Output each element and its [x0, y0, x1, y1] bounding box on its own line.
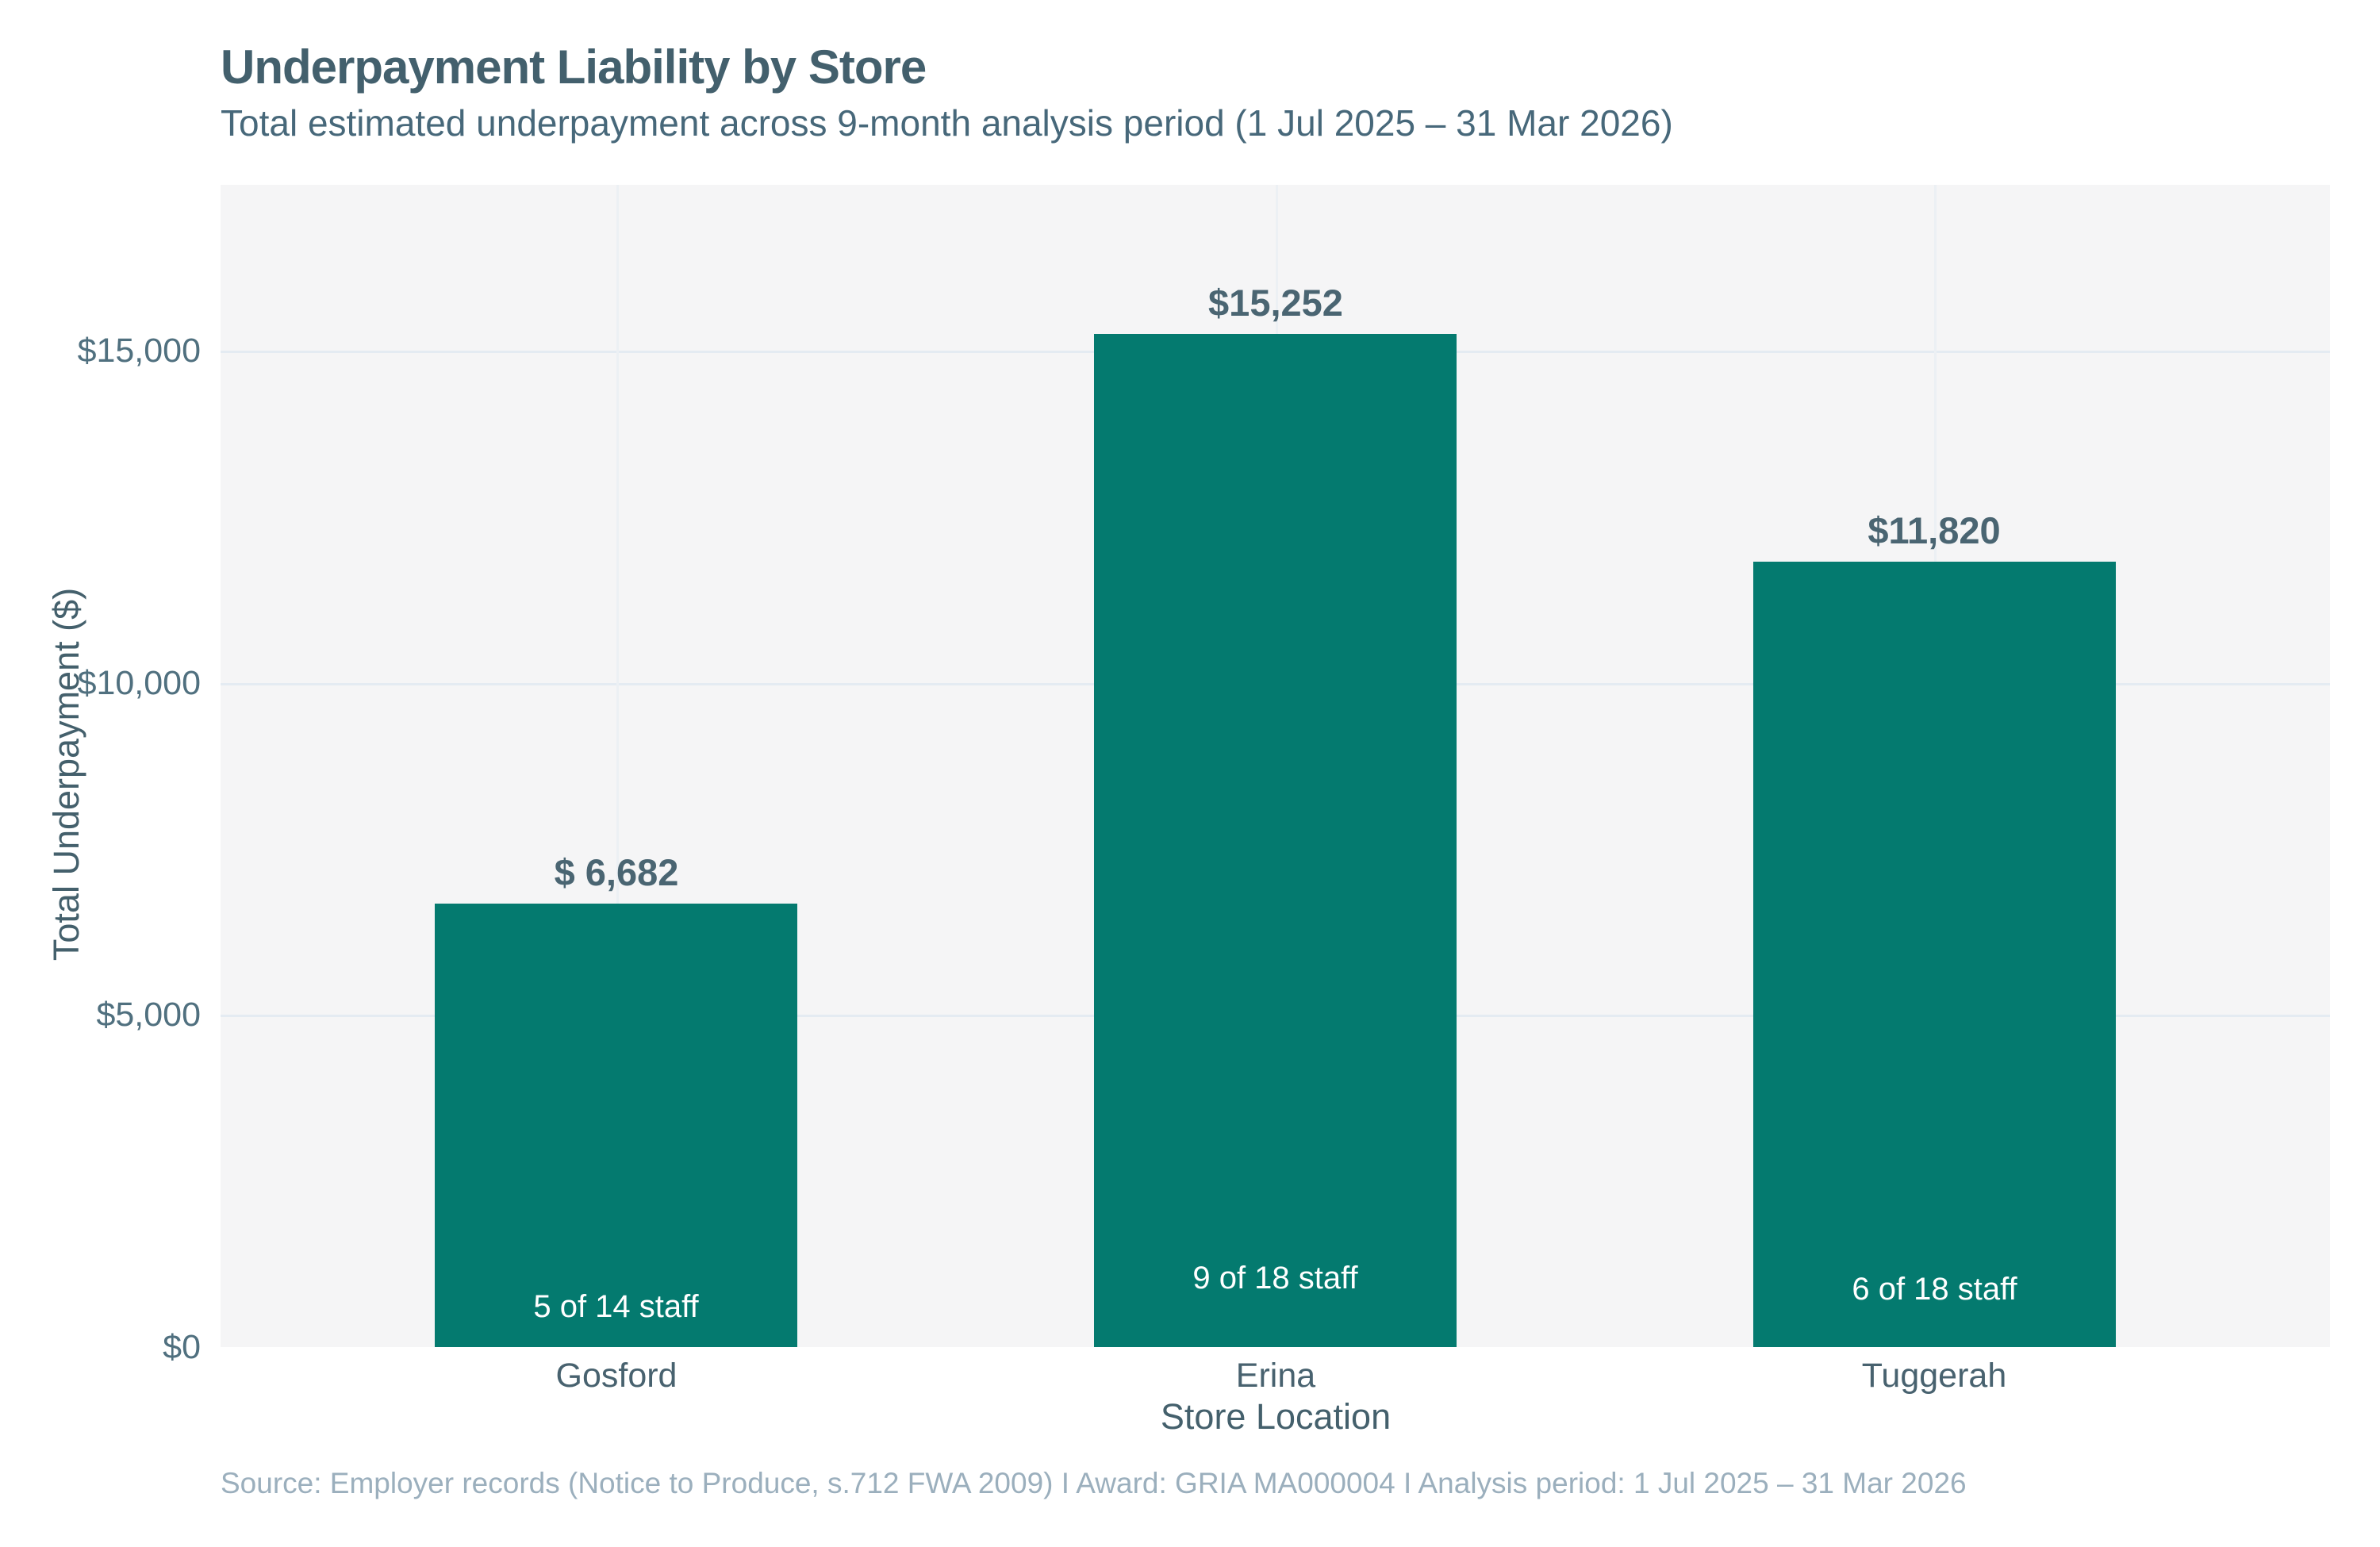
chart-title: Underpayment Liability by Store [221, 40, 927, 94]
x-axis-title: Store Location [1160, 1396, 1392, 1437]
y-tick-label: $0 [163, 1328, 201, 1366]
bar-annotation: 5 of 14 staff [533, 1289, 699, 1324]
chart-subtitle: Total estimated underpayment across 9-mo… [221, 102, 1673, 144]
source-note: Source: Employer records (Notice to Prod… [221, 1467, 1967, 1499]
bar-value-label: $ 6,682 [554, 851, 679, 893]
x-tick-label: Tuggerah [1861, 1357, 2007, 1395]
x-tick-label: Gosford [555, 1357, 678, 1395]
v-gridline [616, 185, 619, 1347]
bar: 6 of 18 staff [1753, 562, 2116, 1347]
bar-annotation: 9 of 18 staff [1192, 1261, 1358, 1296]
bar-value-label: $11,820 [1868, 509, 2001, 551]
x-tick-label: Erina [1235, 1357, 1316, 1395]
y-tick-label: $15,000 [77, 332, 201, 370]
y-tick-label: $5,000 [96, 996, 201, 1034]
plot-area: 5 of 14 staff 9 of 18 staff 6 of 18 staff [221, 185, 2330, 1347]
y-tick-label: $10,000 [77, 664, 201, 702]
bar: 9 of 18 staff [1094, 334, 1457, 1347]
bar-value-label: $15,252 [1208, 282, 1343, 324]
y-axis-title: Total Underpayment ($) [46, 587, 86, 962]
bar: 5 of 14 staff [435, 904, 797, 1347]
bar-annotation: 6 of 18 staff [1852, 1272, 2017, 1307]
